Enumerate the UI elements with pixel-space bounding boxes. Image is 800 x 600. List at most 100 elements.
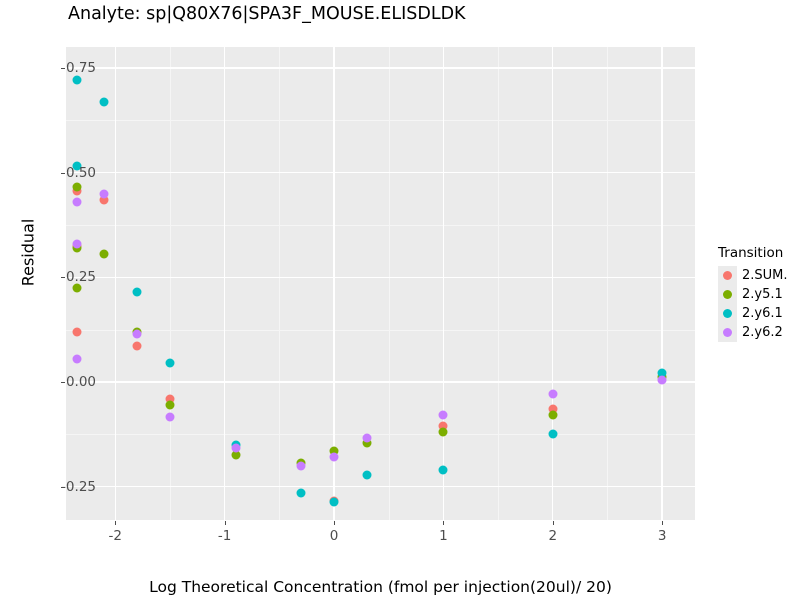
x-tick-mark	[224, 521, 226, 525]
data-point	[329, 452, 339, 462]
y-tick-label: 0.50	[65, 164, 96, 181]
y-tick-label: -0.25	[61, 478, 96, 495]
legend-point-icon	[723, 271, 732, 280]
gridline-major-horizontal	[66, 276, 695, 278]
x-axis-title: Log Theoretical Concentration (fmol per …	[149, 578, 612, 596]
gridline-major-vertical	[661, 47, 663, 520]
data-point	[99, 195, 109, 205]
data-point	[165, 412, 175, 422]
data-point	[296, 461, 306, 471]
legend-point-icon	[723, 328, 732, 337]
gridline-minor-horizontal	[66, 224, 695, 226]
data-point	[72, 283, 82, 293]
data-point	[165, 400, 175, 410]
data-point	[657, 368, 667, 378]
data-point	[99, 189, 109, 198]
data-point	[132, 341, 142, 351]
legend-item-label: 2.y6.1	[742, 306, 783, 321]
legend-key-swatch	[718, 323, 737, 342]
data-point	[362, 433, 372, 443]
x-tick-mark	[443, 521, 445, 525]
x-tick-label: -2	[108, 528, 122, 544]
data-point	[438, 410, 448, 420]
data-point	[72, 161, 82, 171]
gridline-major-vertical	[223, 47, 226, 520]
y-tick-mark	[61, 172, 65, 174]
data-point	[132, 287, 142, 297]
data-point	[72, 197, 82, 207]
legend-items: 2.SUM. 2.y5.1 2.y6.1 2.y6.2	[718, 266, 800, 342]
data-point	[329, 446, 339, 456]
data-point	[99, 249, 109, 259]
legend-point-icon	[723, 290, 732, 299]
legend-point-icon	[723, 309, 732, 318]
data-point	[548, 404, 558, 414]
x-tick-mark	[552, 521, 554, 525]
gridline-minor-horizontal	[66, 120, 695, 122]
legend-title: Transition	[718, 245, 784, 261]
data-point	[231, 443, 241, 453]
x-tick-label: 1	[439, 528, 448, 544]
data-point	[231, 450, 241, 460]
data-point	[72, 354, 82, 364]
legend-item-1: 2.y5.1	[718, 285, 800, 304]
legend-key-swatch	[718, 304, 737, 323]
y-tick-label: 0.00	[65, 373, 96, 390]
x-tick-label: 0	[329, 528, 339, 544]
data-point	[72, 239, 82, 249]
y-tick-mark	[61, 277, 65, 279]
x-tick-label: 3	[657, 528, 667, 544]
data-point	[132, 329, 142, 339]
legend-key-swatch	[718, 285, 737, 304]
legend-item-0: 2.SUM.	[718, 266, 800, 285]
data-point	[99, 97, 109, 107]
gridline-minor-horizontal	[66, 434, 695, 436]
legend-key-swatch	[718, 266, 737, 285]
legend-item-3: 2.y6.2	[718, 323, 800, 342]
x-tick-mark	[334, 521, 335, 525]
x-tick-mark	[115, 521, 117, 525]
data-point	[657, 375, 667, 385]
data-point	[72, 327, 82, 337]
y-tick-mark	[61, 67, 65, 69]
gridline-minor-vertical	[498, 47, 500, 520]
y-tick-label: 0.25	[65, 269, 96, 286]
legend-item-label: 2.SUM.	[742, 268, 788, 283]
gridline-minor-vertical	[388, 47, 390, 520]
y-tick-mark	[61, 486, 65, 488]
gridline-major-horizontal	[66, 67, 695, 69]
gridline-major-vertical	[442, 47, 445, 520]
gridline-minor-vertical	[169, 47, 171, 520]
data-point	[329, 497, 339, 507]
gridline-major-vertical	[114, 47, 116, 520]
data-point	[548, 389, 558, 399]
data-point	[72, 75, 82, 85]
data-point	[362, 470, 372, 480]
data-point	[438, 465, 448, 475]
gridline-major-vertical	[552, 47, 554, 520]
legend-item-label: 2.y5.1	[742, 287, 783, 302]
gridline-major-horizontal	[66, 171, 695, 174]
data-point	[296, 488, 306, 498]
page-title: Analyte: sp|Q80X76|SPA3F_MOUSE.ELISDLDK	[68, 4, 466, 24]
x-tick-mark	[662, 521, 664, 525]
legend-item-label: 2.y6.2	[742, 325, 783, 340]
gridline-major-vertical	[333, 47, 335, 520]
y-tick-label: 0.75	[65, 59, 96, 76]
y-axis-title: Residual	[18, 218, 38, 287]
data-point	[72, 182, 82, 192]
gridline-major-horizontal	[66, 485, 695, 488]
data-point	[165, 394, 175, 404]
y-tick-mark	[61, 381, 65, 383]
data-point	[165, 358, 175, 368]
gridline-minor-horizontal	[66, 329, 695, 331]
gridline-minor-vertical	[279, 47, 281, 520]
plot-panel	[66, 47, 695, 520]
gridline-major-horizontal	[66, 381, 695, 383]
data-point	[438, 421, 448, 431]
x-tick-label: 2	[548, 528, 558, 544]
chart-legend: Transition 2.SUM. 2.y5.1 2.y6.1 2.y6.2	[718, 245, 800, 342]
data-point	[438, 427, 448, 437]
data-point	[548, 410, 558, 420]
